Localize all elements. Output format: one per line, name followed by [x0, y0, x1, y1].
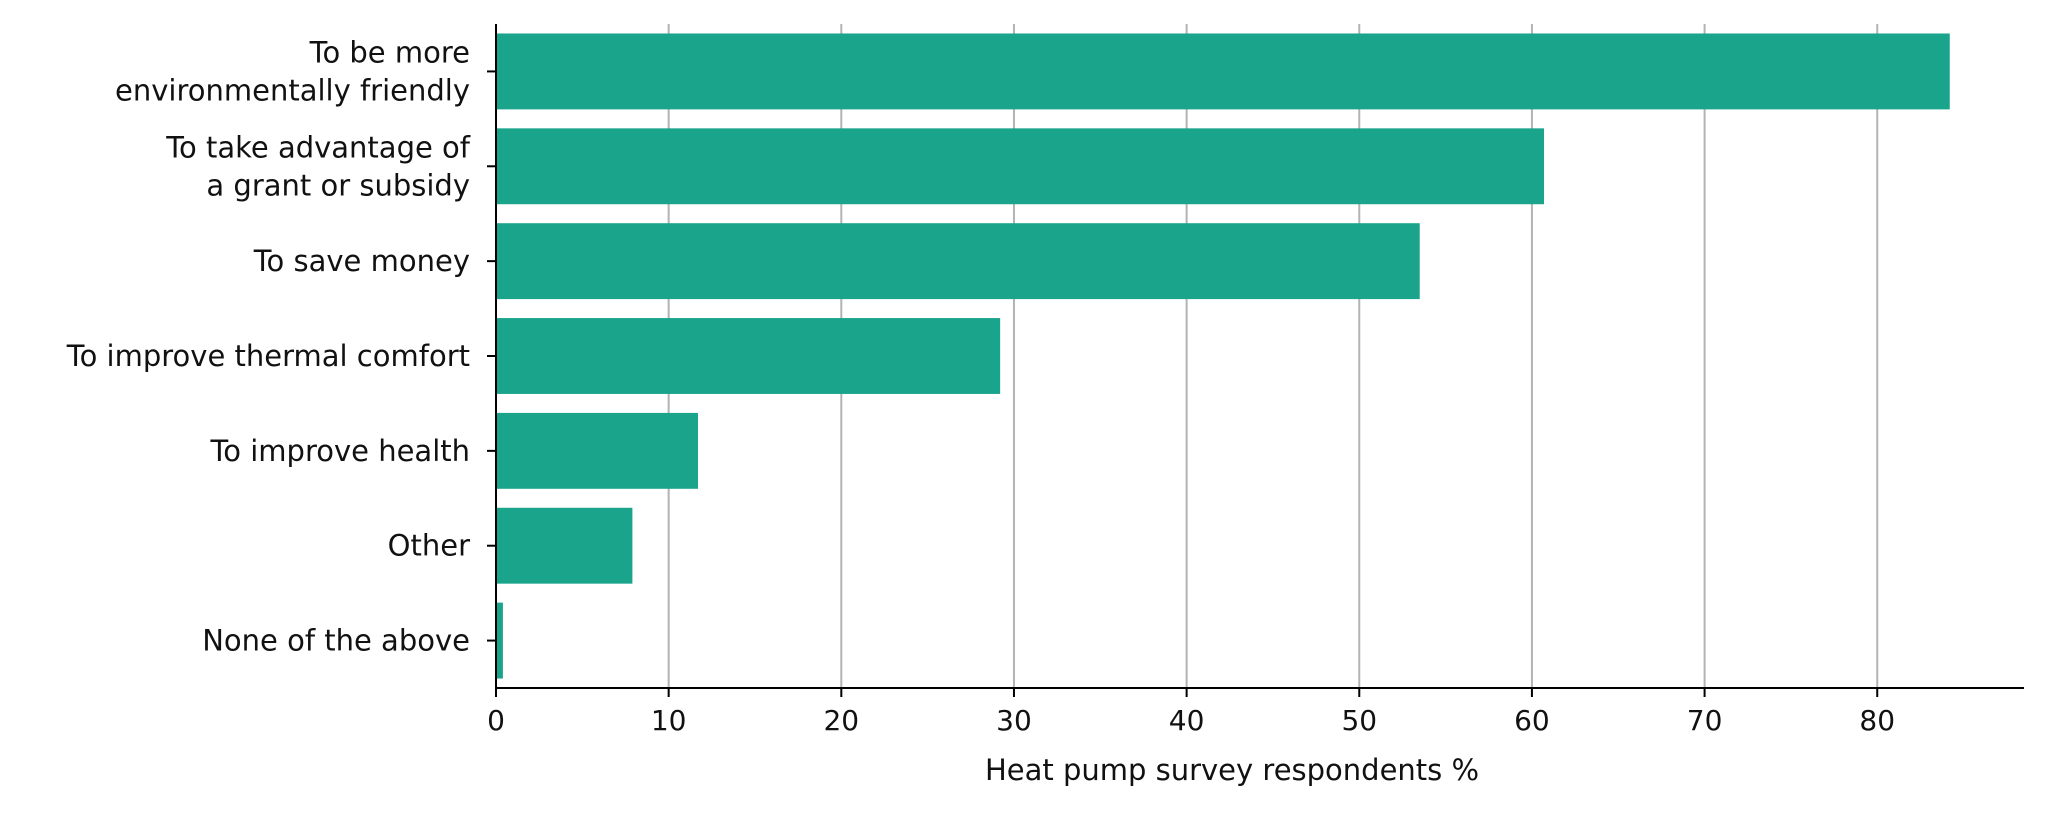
category-label-line: Other: [388, 529, 470, 563]
x-tick-label-30: 30: [996, 704, 1032, 737]
x-tick-label-0: 0: [487, 704, 505, 737]
category-label-2: To save money: [253, 244, 470, 278]
category-label-line: To save money: [253, 244, 470, 278]
category-label-line: environmentally friendly: [115, 73, 470, 107]
category-label-0: To be more environmentally friendly: [115, 35, 470, 107]
bar-1: [496, 128, 1545, 205]
bar-2: [496, 223, 1420, 300]
x-tick-label-20: 20: [823, 704, 859, 737]
bar-0: [496, 33, 1950, 110]
category-label-line: a grant or subsidy: [206, 168, 470, 202]
axes: [487, 24, 2024, 697]
x-tick-label-70: 70: [1687, 704, 1723, 737]
category-labels: To be more environmentally friendly To tak…: [66, 35, 471, 657]
x-tick-label-50: 50: [1341, 704, 1377, 737]
category-label-line: To be more: [309, 35, 470, 69]
category-label-line: To improve health: [209, 434, 470, 468]
category-label-line: To improve thermal comfort: [66, 339, 470, 373]
category-label-line: To take advantage of: [165, 130, 471, 164]
category-label-line: None of the above: [202, 624, 470, 658]
category-label-6: None of the above: [202, 624, 470, 658]
bars: [496, 33, 1950, 679]
x-tick-labels: 0 10 20 30 40 50 60 70 80: [487, 704, 1895, 737]
x-tick-label-60: 60: [1514, 704, 1550, 737]
x-tick-label-40: 40: [1169, 704, 1205, 737]
bar-5: [496, 507, 633, 584]
bar-4: [496, 412, 699, 489]
x-axis-title: Heat pump survey respondents %: [985, 753, 1479, 787]
bar-3: [496, 318, 1001, 394]
x-tick-label-10: 10: [651, 704, 687, 737]
category-label-5: Other: [388, 529, 470, 563]
category-label-1: To take advantage of a grant or subsidy: [165, 130, 471, 202]
bar-6: [496, 602, 503, 679]
category-label-4: To improve health: [209, 434, 470, 468]
x-tick-label-80: 80: [1859, 704, 1895, 737]
category-label-3: To improve thermal comfort: [66, 339, 470, 373]
